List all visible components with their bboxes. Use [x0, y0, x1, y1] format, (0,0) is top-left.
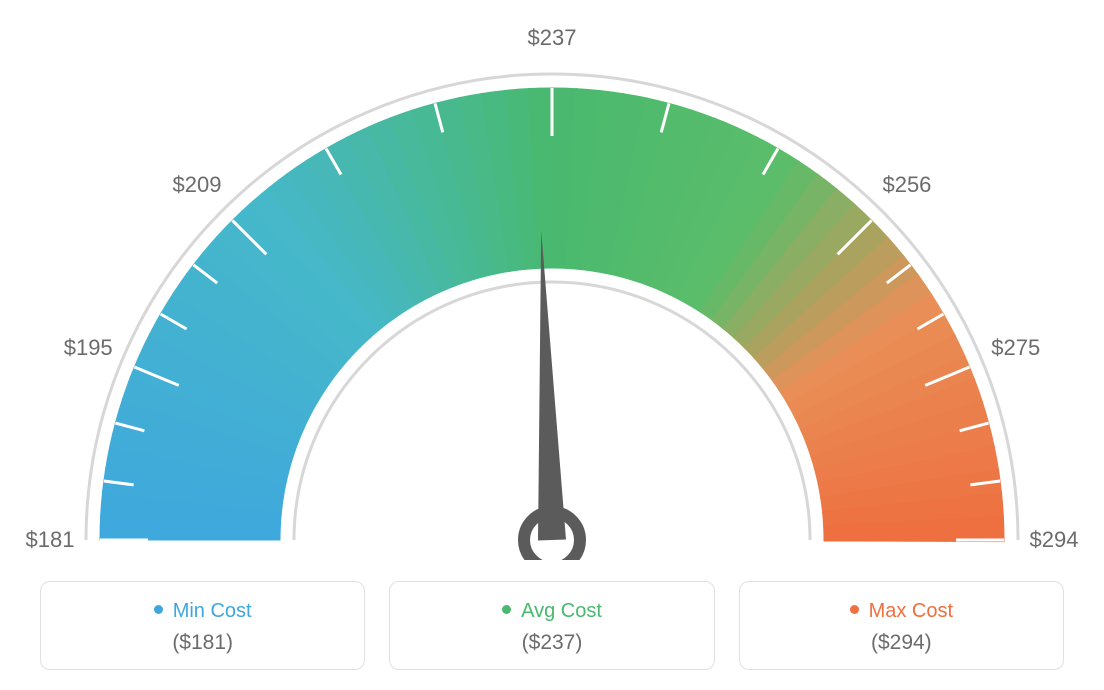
- gauge-tick-label: $256: [882, 172, 931, 198]
- avg-cost-card: Avg Cost ($237): [389, 581, 714, 670]
- avg-cost-label: Avg Cost: [521, 600, 602, 622]
- gauge-container: $181 $195 $209 $237 $256 $275 $294: [0, 0, 1104, 560]
- gauge-tick-label: $209: [173, 172, 222, 198]
- summary-cards: Min Cost ($181) Avg Cost ($237) Max Cost…: [40, 581, 1064, 670]
- avg-cost-title: Avg Cost: [390, 600, 713, 623]
- max-cost-card: Max Cost ($294): [739, 581, 1064, 670]
- gauge-tick-label: $195: [64, 335, 113, 361]
- dot-icon: [850, 605, 859, 614]
- max-cost-label: Max Cost: [869, 600, 953, 622]
- min-cost-title: Min Cost: [41, 600, 364, 623]
- gauge-tick-label: $237: [528, 25, 577, 51]
- avg-cost-value: ($237): [390, 631, 713, 655]
- gauge-tick-label: $294: [1030, 527, 1079, 553]
- max-cost-title: Max Cost: [740, 600, 1063, 623]
- gauge-tick-label: $275: [991, 335, 1040, 361]
- max-cost-value: ($294): [740, 631, 1063, 655]
- gauge-tick-label: $181: [26, 527, 75, 553]
- dot-icon: [154, 605, 163, 614]
- min-cost-card: Min Cost ($181): [40, 581, 365, 670]
- dot-icon: [502, 605, 511, 614]
- gauge-svg: [0, 0, 1104, 560]
- min-cost-label: Min Cost: [173, 600, 252, 622]
- min-cost-value: ($181): [41, 631, 364, 655]
